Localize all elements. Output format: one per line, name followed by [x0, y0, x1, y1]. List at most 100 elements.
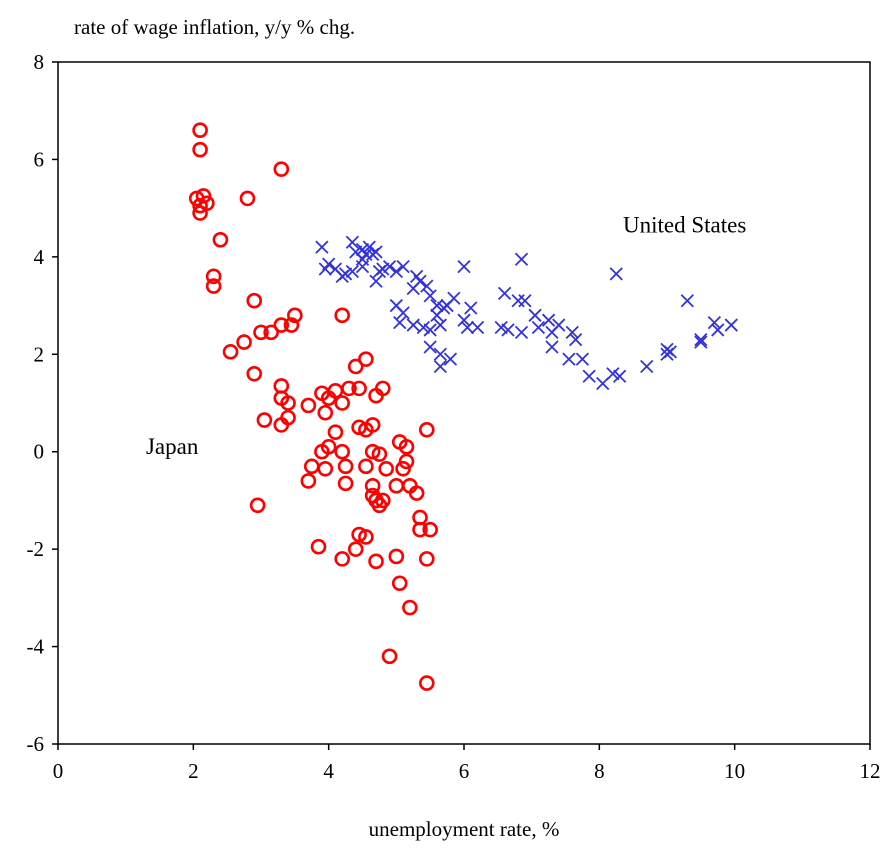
japan-point: [337, 458, 354, 475]
japan-point: [358, 351, 374, 367]
united-states-point: [396, 306, 410, 320]
united-states-point: [497, 286, 512, 301]
japan-point: [398, 453, 415, 470]
japan-point: [334, 307, 351, 324]
japan-point: [192, 141, 208, 158]
japan-point: [317, 460, 334, 477]
japan-point: [236, 334, 252, 350]
united-states-point: [389, 264, 403, 279]
japan-point: [368, 387, 384, 404]
united-states-point: [460, 320, 475, 335]
united-states-point: [501, 323, 515, 337]
united-states-point: [355, 252, 370, 266]
japan-point: [388, 548, 405, 565]
united-states-label: United States: [623, 213, 746, 238]
united-states-point: [423, 323, 437, 337]
japan-point: [418, 421, 435, 438]
united-states-point: [393, 315, 407, 330]
japan-point: [300, 397, 317, 414]
y-tick-label: 6: [34, 147, 45, 171]
japan-point: [205, 268, 222, 285]
japan-point: [205, 278, 222, 294]
united-states-point: [528, 308, 542, 322]
x-tick-label: 2: [188, 759, 199, 783]
united-states-point: [443, 352, 458, 366]
japan-point: [364, 478, 381, 494]
united-states-point: [335, 269, 349, 283]
y-tick-label: -4: [27, 635, 45, 659]
japan-point: [246, 365, 263, 382]
united-states-point: [562, 352, 576, 366]
united-states-point: [514, 252, 529, 266]
united-states-point: [707, 315, 722, 330]
japan-point: [334, 395, 351, 411]
united-states-point: [545, 340, 559, 354]
japan-point: [192, 122, 208, 138]
japan-point: [283, 317, 300, 333]
y-axis-title: rate of wage inflation, y/y % chg.: [74, 15, 355, 39]
united-states-point: [457, 259, 471, 274]
united-states-point: [680, 294, 694, 308]
japan-point: [337, 475, 354, 492]
united-states-point: [531, 320, 546, 335]
united-states-point: [552, 318, 566, 332]
united-states-point: [660, 347, 674, 361]
japan-point: [300, 473, 317, 489]
y-tick-label: 4: [34, 245, 45, 269]
japan-point: [314, 443, 330, 460]
japan-point: [358, 458, 374, 475]
united-states-point: [569, 333, 583, 347]
japan-point: [320, 390, 337, 406]
x-axis-ticks: 0 2 4 6 8 10 12: [53, 744, 881, 783]
japan-point: [412, 521, 428, 538]
japan-point: [364, 443, 381, 460]
japan-point: [303, 458, 320, 475]
japan-point: [418, 675, 435, 691]
japan-point: [317, 404, 334, 421]
japan-point: [388, 478, 405, 494]
united-states-point: [406, 281, 420, 296]
united-states-point: [420, 279, 434, 293]
united-states-point: [318, 262, 332, 276]
japan-point: [334, 443, 351, 460]
japan-point: [273, 161, 290, 177]
united-states-point: [511, 294, 525, 308]
x-tick-label: 10: [724, 759, 745, 783]
japan-point: [212, 232, 229, 248]
united-states-point: [406, 318, 420, 332]
united-states-point: [514, 325, 529, 340]
united-states-point: [366, 247, 380, 262]
united-states-point: [575, 352, 590, 366]
japan-point: [422, 521, 438, 538]
y-tick-label: 0: [34, 440, 45, 464]
plot-area: [57, 61, 871, 745]
data-points: [188, 122, 738, 691]
x-tick-label: 6: [459, 759, 470, 783]
japan-point: [341, 380, 357, 397]
japan-point: [371, 497, 388, 514]
united-states-point: [396, 259, 410, 274]
y-tick-label: -2: [27, 537, 45, 561]
japan-point: [358, 529, 374, 545]
japan-point: [192, 197, 208, 214]
japan-point: [351, 419, 367, 436]
japan-point: [395, 460, 411, 477]
japan-point: [256, 412, 273, 428]
united-states-point: [694, 333, 708, 347]
y-tick-label: -6: [27, 732, 45, 756]
x-tick-label: 12: [860, 759, 881, 783]
japan-point: [287, 307, 303, 324]
united-states-point: [423, 289, 437, 303]
japan-point: [310, 538, 327, 555]
united-states-point: [433, 318, 447, 332]
japan-point: [195, 188, 212, 204]
japan-point: [398, 439, 415, 455]
united-states-point: [565, 325, 579, 340]
y-tick-label: 8: [34, 50, 45, 74]
united-states-point: [541, 313, 556, 327]
japan-point: [253, 324, 269, 341]
x-tick-label: 0: [53, 759, 64, 783]
japan-point: [408, 485, 425, 501]
united-states-point: [518, 294, 532, 308]
